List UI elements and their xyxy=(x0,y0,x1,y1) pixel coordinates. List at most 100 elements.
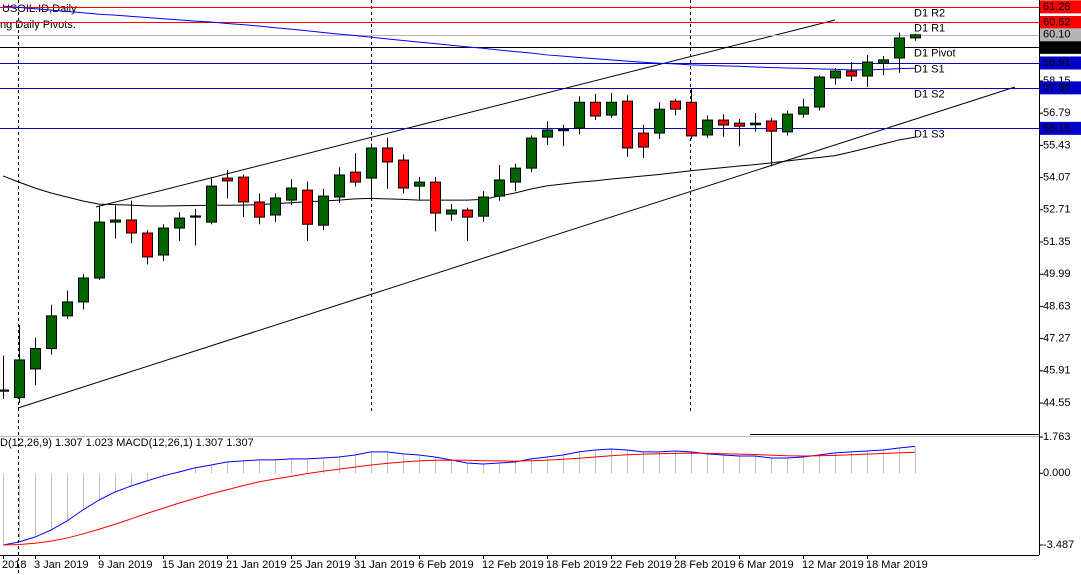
y-tick-label: -3.487 xyxy=(1043,539,1074,551)
price-box-label: 60.10 xyxy=(1043,29,1071,41)
x-tick-label: 9 Jan 2019 xyxy=(98,559,152,571)
trendline xyxy=(17,86,1016,409)
candle-body xyxy=(46,315,57,350)
candle-body xyxy=(78,277,89,303)
candle-body xyxy=(750,122,761,126)
candle-body xyxy=(270,197,281,216)
x-tick-label: 21 Jan 2019 xyxy=(226,559,287,571)
price-box-label: 60.62 xyxy=(1043,16,1071,28)
candle-body xyxy=(606,101,617,116)
price-box xyxy=(1040,28,1081,42)
candle-body xyxy=(318,195,329,226)
price-box-label: 56.15 xyxy=(1043,122,1071,134)
y-tick-label: 0.000 xyxy=(1043,467,1071,479)
x-tick-label: 18 Feb 2019 xyxy=(546,559,608,571)
x-tick-label: 28 Feb 2019 xyxy=(674,559,736,571)
x-tick-label: 6 Feb 2019 xyxy=(418,559,474,571)
candle-body xyxy=(830,70,841,79)
y-tick-label: 48.63 xyxy=(1043,300,1071,312)
price-box xyxy=(1040,81,1081,95)
candle-body xyxy=(590,101,601,117)
candle-body xyxy=(14,359,25,399)
y-tick-label: 1.763 xyxy=(1043,431,1071,443)
pivot-label: D1 S1 xyxy=(914,63,945,75)
x-tick-label: 15 Jan 2019 xyxy=(162,559,223,571)
pivot-label: D1 S3 xyxy=(914,128,945,140)
candle-body xyxy=(894,37,905,59)
trendline xyxy=(95,19,836,208)
candle-body xyxy=(622,100,633,149)
price-box-label: 58.91 xyxy=(1043,57,1071,69)
candle-body xyxy=(670,100,681,110)
candle-body xyxy=(30,348,41,370)
candle-body xyxy=(798,106,809,115)
x-tick-label: 18 Mar 2019 xyxy=(866,559,928,571)
candle-body xyxy=(782,113,793,133)
indicator-title: ng Daily Pivots. xyxy=(0,19,76,31)
moving-average xyxy=(2,5,916,71)
y-tick-label: 56.79 xyxy=(1043,107,1071,119)
y-tick-label: 52.71 xyxy=(1043,204,1071,216)
pivot-label: D1 R2 xyxy=(914,7,945,19)
candle-body xyxy=(542,129,553,138)
price-box xyxy=(1040,0,1081,14)
x-tick-label: 2018 xyxy=(2,559,26,571)
candle-body xyxy=(862,61,873,77)
candle-body xyxy=(430,181,441,214)
trendlines xyxy=(17,19,1016,409)
pivot-label: D1 Pivot xyxy=(914,47,956,59)
price-box-label: 61.28 xyxy=(1043,1,1071,13)
candle-body xyxy=(814,76,825,108)
price-box xyxy=(1040,121,1081,135)
macd-line xyxy=(2,445,916,546)
x-tick-label: 6 Mar 2019 xyxy=(738,559,794,571)
candle-body xyxy=(478,196,489,217)
candle-body xyxy=(686,101,697,137)
y-tick-label: 47.27 xyxy=(1043,333,1071,345)
y-tick-label: 49.99 xyxy=(1043,268,1071,280)
candle-body xyxy=(222,177,233,182)
candle-body xyxy=(654,108,665,134)
moving-average xyxy=(2,136,916,207)
candle-body xyxy=(638,132,649,148)
x-tick-label: 25 Jan 2019 xyxy=(290,559,351,571)
y-tick-label: 45.91 xyxy=(1043,365,1071,377)
candle-body xyxy=(174,217,185,229)
x-tick-label: 12 Mar 2019 xyxy=(802,559,864,571)
candle-body xyxy=(734,122,745,127)
candle-body xyxy=(254,201,265,218)
x-tick-label: 22 Feb 2019 xyxy=(610,559,672,571)
macd-title: D(12,26,9) 1.307 1.023 MACD(12,26,1) 1.3… xyxy=(0,437,254,449)
candle-body xyxy=(702,119,713,136)
x-tick-label: 12 Feb 2019 xyxy=(482,559,544,571)
x-tick-label: 3 Jan 2019 xyxy=(34,559,88,571)
candle-body xyxy=(398,159,409,189)
candle-body xyxy=(446,209,457,215)
price-box-label: 57.86 xyxy=(1043,82,1071,94)
y-tick-label: 51.35 xyxy=(1043,236,1071,248)
price-box xyxy=(1040,15,1081,29)
candle-body xyxy=(62,301,73,317)
y-tick-label: 55.43 xyxy=(1043,139,1071,151)
candle-body xyxy=(718,119,729,126)
candle-body xyxy=(286,187,297,201)
x-tick-label: 31 Jan 2019 xyxy=(354,559,415,571)
pivot-label: D1 S2 xyxy=(914,88,945,100)
candle-body xyxy=(766,120,777,132)
candle-body xyxy=(574,101,585,129)
y-tick-label: 54.07 xyxy=(1043,172,1071,184)
candle-body xyxy=(846,70,857,77)
candle-body xyxy=(126,219,137,234)
candle-body xyxy=(510,167,521,183)
candle-body xyxy=(414,181,425,187)
candle-body xyxy=(494,179,505,197)
candle-body xyxy=(558,129,569,132)
candle-body xyxy=(94,221,105,279)
candle-body xyxy=(910,34,921,39)
period-separators xyxy=(18,0,691,575)
candle-body xyxy=(366,147,377,179)
candle-body xyxy=(334,174,345,198)
candle-body xyxy=(158,227,169,256)
